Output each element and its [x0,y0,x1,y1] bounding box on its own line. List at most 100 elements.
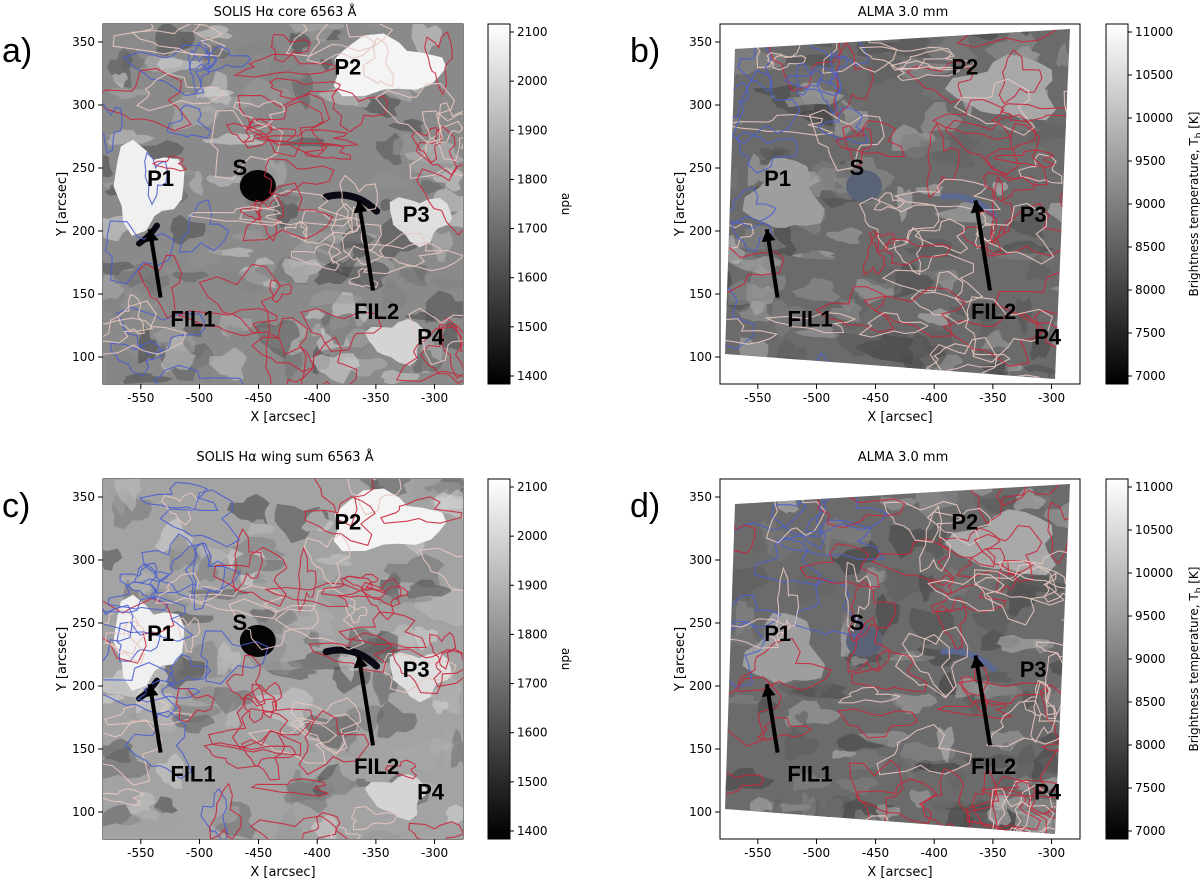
colorbar-tick-label: 11000 [1135,480,1173,494]
contour-line [166,104,212,139]
y-tick-label: 100 [689,350,712,364]
contour-line [391,648,463,695]
x-tick-label: -550 [744,846,771,860]
colorbar-tick-label: 9000 [1135,652,1166,666]
texture-patch [725,117,743,133]
feature-label-p2: P2 [951,509,978,534]
texture-patch [858,730,909,748]
x-tick-label: -450 [862,391,889,405]
texture-patch [217,641,242,676]
texture-patch [226,325,243,340]
y-tick-label: 350 [72,490,95,504]
texture-patch [169,214,206,246]
colorbar-tick-label: 10500 [1135,523,1173,537]
contour-line [754,536,821,586]
texture-patch [899,747,920,780]
contour-line [953,78,1036,136]
contour-line [1039,684,1070,750]
texture-patch [1008,213,1046,238]
texture-patch [254,320,301,359]
texture-patch [996,634,1049,654]
contour-line [237,92,331,158]
x-axis: -550 -500 -450 -400 -350 -300 [744,384,1065,405]
y-axis-label: Y [arcsec] [55,172,70,237]
contour-line [835,120,906,157]
y-axis: 350 300 250 200 150 100 [689,490,720,819]
texture-patch [206,175,245,187]
contour-line [213,546,288,607]
contour-line [1018,153,1063,184]
x-tick-label: -300 [421,391,448,405]
texture-patch [387,118,424,133]
x-tick-label: -400 [921,391,948,405]
texture-patch [794,325,839,339]
texture-patch [201,133,267,145]
contour-line [973,566,1058,626]
x-axis: -550 -500 -450 -400 -350 -300 [127,384,448,405]
x-tick-label: -450 [862,846,889,860]
contour-line [985,122,1048,186]
x-tick-label: -450 [245,391,272,405]
arrow-head [761,684,776,698]
texture-patch [759,147,785,160]
contour-line [725,287,755,350]
contour-line [338,611,427,649]
texture-patch [300,508,334,532]
colorbar-gradient [487,23,511,385]
intensity-features [103,479,463,839]
arrow-head [761,229,776,243]
contour-line [242,693,278,724]
texture-patch [855,329,914,365]
texture-patch [188,234,223,270]
contour-line [919,505,951,573]
texture-patch [383,554,445,588]
contour-line [964,296,1053,363]
contour-line [269,279,293,304]
contour-line [725,620,766,688]
contour-lines [103,24,463,384]
texture-patch [874,34,933,59]
texture-patch [304,702,324,719]
texture-patch [103,274,125,301]
texture-patch [725,767,775,792]
texture-patch [1047,191,1070,232]
contour-line [998,550,1070,591]
texture-patch [412,349,444,374]
contour-line [421,110,463,162]
x-tick-label: -500 [186,391,213,405]
contour-line [985,202,1070,257]
contour-line [837,686,902,704]
colorbar-tick-label: 7500 [1135,781,1166,795]
contour-line [104,698,193,726]
texture-patch [118,571,156,595]
panel-a: a) SOLIS Hα core 6563 Å P2 P1 S P3 FIL2 FIL1 P… [0,0,600,440]
y-tick-label: 250 [689,616,712,630]
contour-line [856,778,938,825]
contour-line [331,88,389,133]
contour-line [863,286,967,338]
contour-line [883,500,964,543]
contour-line [929,336,998,379]
panel-figure: ALMA 3.0 mm P2 P1 S P3 FIL2 FIL1 P4 -550 -500 -4… [673,5,1200,425]
contour-line [119,563,158,600]
feature-label-fil1: FIL1 [787,306,832,331]
contour-line [775,566,800,644]
texture-patch [791,277,841,303]
contour-line [306,24,377,64]
contour-line [998,49,1043,105]
contour-line [265,332,307,384]
contour-line [871,538,955,586]
feature-label-fil2: FIL2 [354,299,399,324]
feature-labels: P2 P1 S P3 FIL2 FIL1 P4 [144,509,445,804]
contour-line [104,220,175,285]
contour-line [881,253,984,303]
texture-patch [433,492,463,512]
texture-patch [835,257,887,278]
x-axis-label: X [arcsec] [250,865,315,880]
colorbar-tick-label: 7500 [1135,326,1166,340]
arrow-head [144,684,159,698]
contour-line [136,73,226,112]
texture-patch [890,692,938,715]
texture-patch [233,552,286,576]
colorbar: 2100 2000 1900 1800 1700 1600 1500 1400 adu [487,478,573,840]
